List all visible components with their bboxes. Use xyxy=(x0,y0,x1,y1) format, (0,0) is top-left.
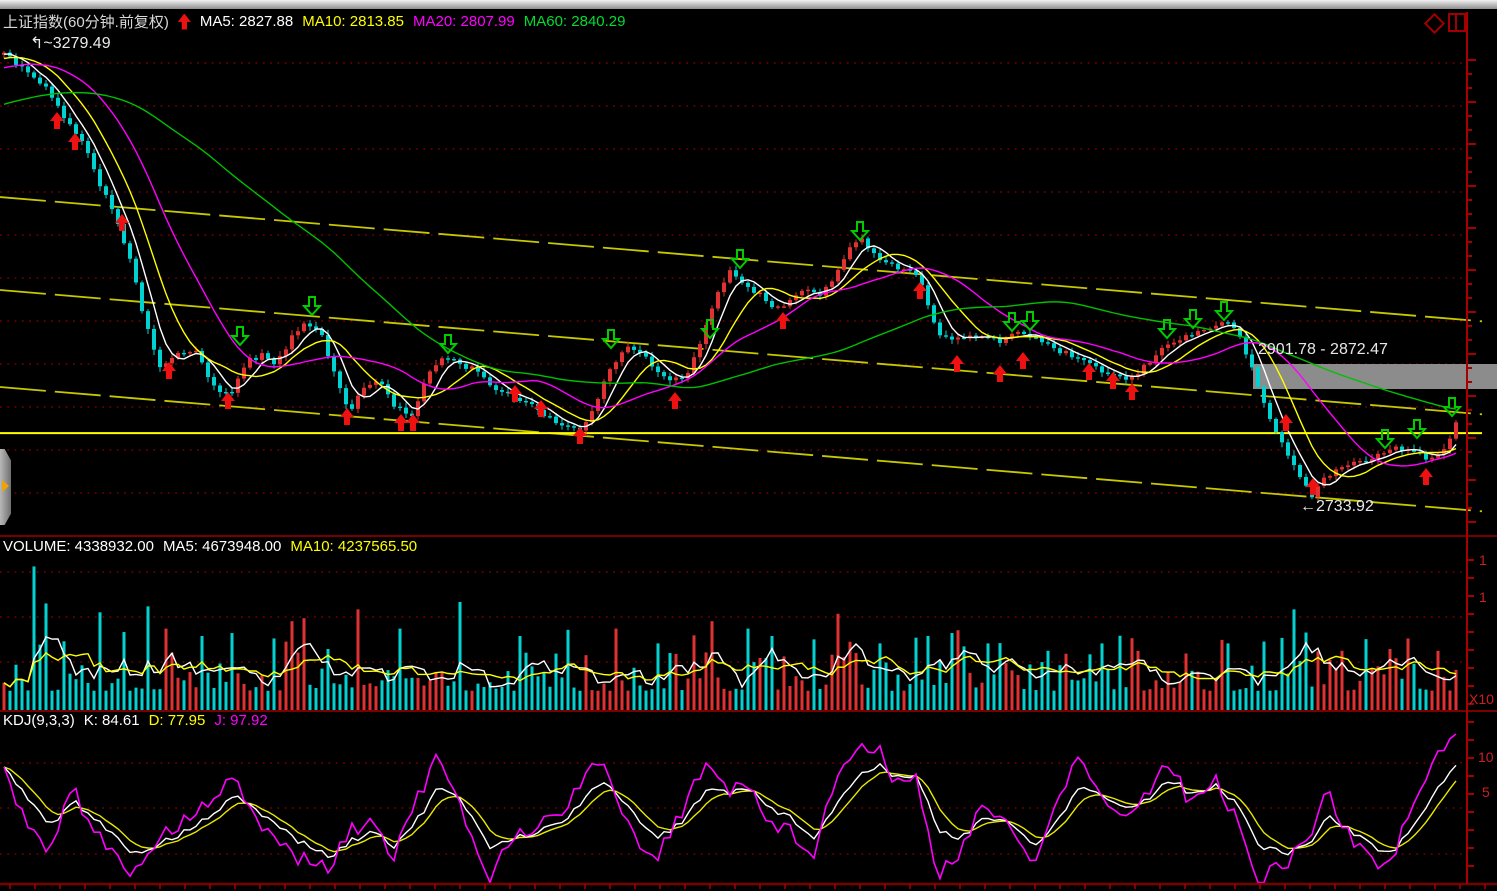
volume-axis-multiplier-label: X10 xyxy=(1469,691,1494,707)
volume-axis-label: 1 xyxy=(1479,552,1487,568)
instrument-title: 上证指数(60分钟.前复权) xyxy=(3,14,169,31)
trend-up-icon xyxy=(177,13,191,30)
volume-ma5-value: MA5: 4673948.00 xyxy=(162,538,282,555)
kdj-axis-label: 10 xyxy=(1478,749,1494,765)
kdj-k-value: K: 84.61 xyxy=(83,712,140,729)
ma10-value: MA10: 2813.85 xyxy=(302,13,404,30)
kdj-d-value: D: 77.95 xyxy=(148,712,206,729)
volume-header: VOLUME: 4338932.00 MA5: 4673948.00 MA10:… xyxy=(3,538,417,555)
sidebar-expand-handle[interactable] xyxy=(0,449,11,525)
ma20-value: MA20: 2807.99 xyxy=(413,13,515,30)
main-chart-header: 上证指数(60分钟.前复权) MA5: 2827.88 MA10: 2813.8… xyxy=(3,11,626,32)
kdj-header: KDJ(9,3,3) K: 84.61 D: 77.95 J: 97.92 xyxy=(3,712,268,729)
kdj-j-value: J: 97.92 xyxy=(214,712,268,729)
volume-ma10-value: MA10: 4237565.50 xyxy=(290,538,418,555)
expand-arrow-icon xyxy=(2,480,9,492)
volume-axis-label: 1 xyxy=(1479,589,1487,605)
split-divider xyxy=(1455,15,1457,30)
window-top-strip xyxy=(0,0,1497,9)
ma60-value: MA60: 2840.29 xyxy=(523,13,626,30)
kdj-axis-label: 5 xyxy=(1482,784,1490,800)
volume-value: VOLUME: 4338932.00 xyxy=(3,538,154,555)
split-window-icon[interactable] xyxy=(1448,13,1466,32)
gap-range-label: 2901.78 - 2872.47 xyxy=(1258,341,1388,358)
kdj-name: KDJ(9,3,3) xyxy=(3,712,75,729)
high-price-label: ↰~3279.49 xyxy=(30,35,111,52)
ma5-value: MA5: 2827.88 xyxy=(199,13,294,30)
low-price-label: ←2733.92 xyxy=(1300,498,1374,515)
